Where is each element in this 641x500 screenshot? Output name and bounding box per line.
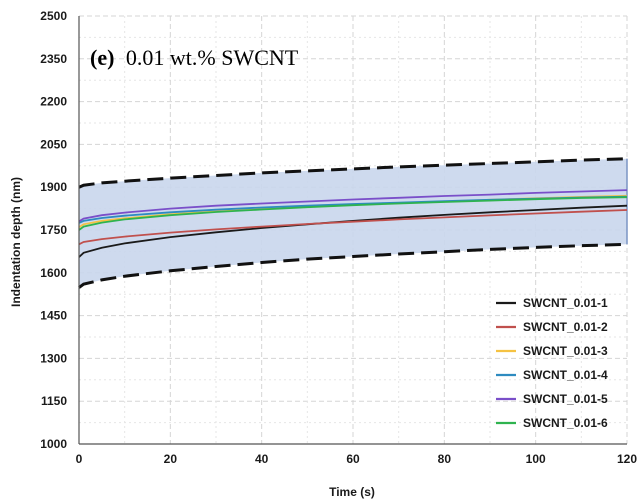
panel-title: (e) 0.01 wt.% SWCNT — [90, 45, 299, 70]
legend-label-1: SWCNT_0.01-1 — [523, 296, 608, 310]
y-tick-label: 1750 — [40, 223, 67, 237]
y-axis-label: Indentation depth (nm) — [9, 177, 23, 307]
x-axis-label: Time (s) — [329, 485, 375, 499]
legend-label-6: SWCNT_0.01-6 — [523, 416, 608, 430]
legend: SWCNT_0.01-1 SWCNT_0.01-2 SWCNT_0.01-3 SWCN… — [496, 296, 608, 430]
legend-label-4: SWCNT_0.01-4 — [523, 368, 608, 382]
band-area — [79, 158, 627, 288]
y-tick-label: 1450 — [40, 309, 67, 323]
y-tick-label: 1300 — [40, 351, 67, 365]
series-line-2 — [78, 209, 628, 246]
tick-labels: 1000115013001450160017501900205022002350… — [40, 9, 637, 466]
y-tick-label: 2050 — [40, 137, 67, 151]
y-tick-label: 1900 — [40, 180, 67, 194]
x-tick-label: 20 — [164, 452, 178, 466]
series-line-5 — [78, 189, 628, 223]
series-lines — [78, 189, 628, 258]
x-tick-label: 120 — [617, 452, 637, 466]
panel-title-text: 0.01 wt.% SWCNT — [126, 45, 299, 70]
axes — [78, 16, 627, 445]
x-tick-label: 60 — [346, 452, 360, 466]
x-tick-label: 40 — [255, 452, 269, 466]
x-tick-label: 80 — [438, 452, 452, 466]
y-tick-label: 1000 — [40, 437, 67, 451]
legend-label-3: SWCNT_0.01-3 — [523, 344, 608, 358]
y-tick-label: 1150 — [41, 394, 67, 408]
y-tick-label: 2500 — [40, 9, 67, 23]
confidence-band — [78, 157, 628, 289]
x-tick-label: 100 — [526, 452, 546, 466]
y-tick-label: 2350 — [40, 52, 67, 66]
x-tick-label: 0 — [76, 452, 83, 466]
legend-label-5: SWCNT_0.01-5 — [523, 392, 608, 406]
band-lower-bound — [78, 242, 628, 289]
series-line-6 — [78, 196, 628, 231]
band-upper-bound — [78, 157, 628, 189]
panel-label: (e) — [90, 45, 114, 70]
y-tick-label: 1600 — [40, 266, 67, 280]
y-tick-label: 2200 — [40, 95, 67, 109]
legend-label-2: SWCNT_0.01-2 — [523, 320, 608, 334]
